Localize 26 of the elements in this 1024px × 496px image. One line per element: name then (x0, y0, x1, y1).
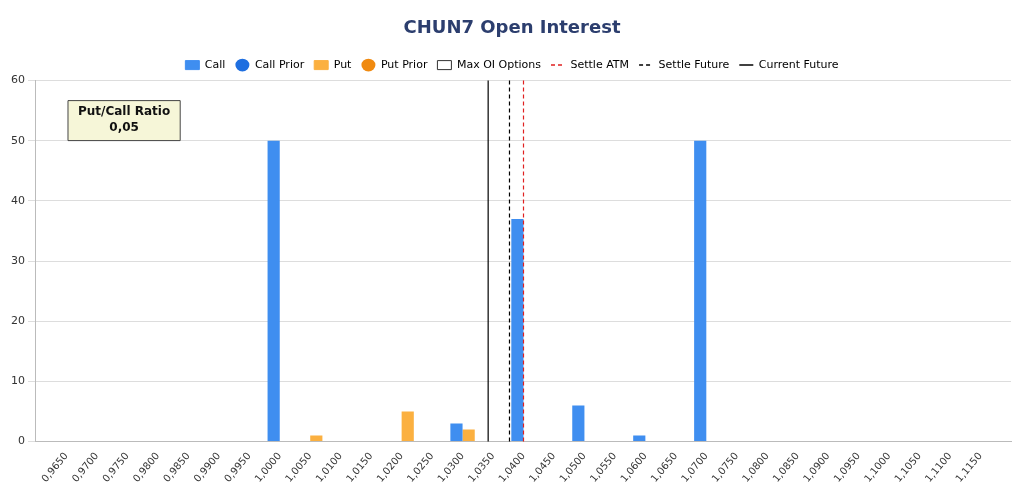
chart-title: CHUN7 Open Interest (403, 16, 621, 38)
bar (450, 423, 463, 441)
bar (694, 140, 707, 441)
legend-label: Settle Future (658, 57, 730, 71)
legend-label: Put Prior (380, 57, 428, 71)
bar (572, 405, 585, 441)
y-tick-label: 40 (11, 193, 25, 207)
bar (462, 429, 475, 441)
bar (511, 218, 524, 441)
legend-label: Call Prior (254, 57, 305, 71)
bar (267, 140, 280, 441)
annotation: Put/Call Ratio 0,05 (77, 103, 171, 134)
legend-label: Max OI Options (456, 57, 542, 71)
bar (310, 435, 323, 441)
y-tick-label: 10 (11, 374, 25, 388)
legend-label: Current Future (758, 57, 839, 71)
y-tick-label: 60 (11, 73, 25, 87)
y-tick-label: 0 (18, 434, 25, 448)
y-tick-label: 50 (11, 133, 25, 147)
y-tick-label: 20 (11, 314, 25, 328)
legend-label: Settle ATM (570, 57, 630, 71)
y-tick-label: 30 (11, 253, 25, 267)
bar (401, 411, 414, 441)
legend-label: Call (204, 57, 226, 71)
legend-label: Put (333, 57, 353, 71)
bar (633, 435, 646, 441)
